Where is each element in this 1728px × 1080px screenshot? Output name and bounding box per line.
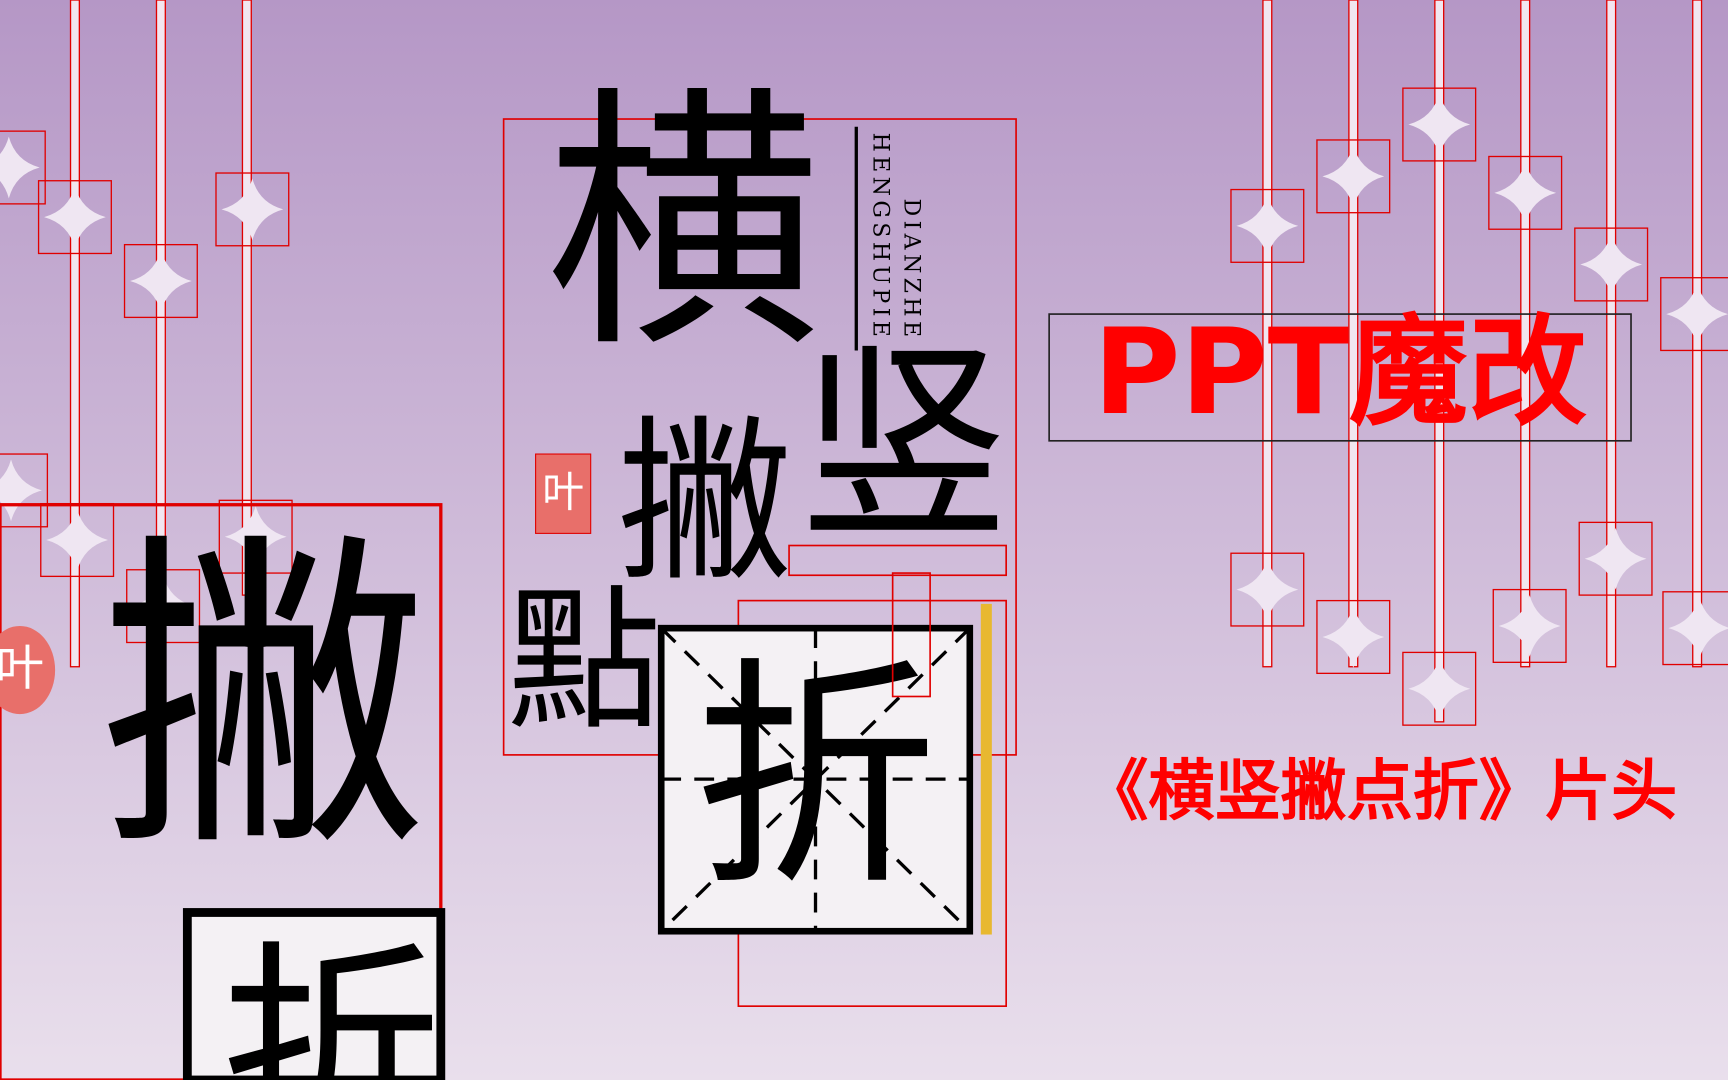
poster-char: 竖 [799,324,1008,567]
star [1322,606,1385,668]
star-frame [1230,188,1305,263]
star-frame [37,180,112,255]
star-frame [1578,521,1653,596]
subtitle: 《横竖撇点折》片头 [1082,753,1677,830]
star-frame [1316,599,1391,675]
title-frame [1048,313,1632,442]
poster-char: 撇 [617,400,793,606]
star [1236,558,1299,621]
star [1408,93,1471,156]
gold-bar [980,603,992,935]
poster-char: 折 [694,638,936,920]
star [1498,595,1561,657]
pinyin: DIANZHE [898,198,923,341]
star [130,250,192,312]
title: PPT魔改 [1093,304,1587,442]
hanging-string [1434,0,1445,723]
poster-char: 點 [507,572,661,751]
star [1668,597,1728,660]
poster-char: 横 [546,63,822,384]
preview-box [182,908,446,1080]
box-guides [660,626,971,933]
seal-bg [535,453,592,534]
star-frame [0,130,46,205]
star-frame [218,499,293,574]
frame [788,544,1007,577]
star-frame [1402,87,1477,162]
hanging-string [1262,0,1273,668]
star [46,509,108,571]
star-frame [1316,139,1391,214]
decorations [0,0,1728,726]
star [221,178,284,241]
star-frame [126,569,201,644]
star-frame [1488,155,1563,230]
preview-char: 撇 [99,506,430,891]
star-frame [1574,227,1649,302]
hanging-string [1520,0,1531,668]
star-frame [1662,591,1728,666]
seal: 叶 [542,467,584,516]
hanging-string [69,0,81,668]
preview-frame [0,503,443,1080]
star [132,575,194,637]
star-frame [1660,277,1728,352]
pinyin: HENGSHUPIE [867,133,892,342]
preview-seal: 叶 [0,641,44,697]
star-frame [123,243,198,319]
star [0,136,40,199]
star-frame [215,172,290,247]
hanging-string [1606,0,1617,668]
hanging-string [155,0,166,668]
star-frame [0,453,49,528]
star [1322,145,1385,208]
frame [891,572,931,698]
preview-seal-bg [0,625,56,715]
star [1408,657,1471,720]
star [44,186,106,248]
star-frame [1492,588,1567,663]
star [1584,527,1647,590]
star [1236,195,1299,257]
star [1666,283,1728,345]
star-frame [1230,552,1305,627]
star [1494,162,1557,224]
hanging-string [241,0,252,596]
star [224,505,287,568]
star-frame [1402,651,1477,726]
star [1580,233,1643,296]
preview-char: 折 [220,921,440,1080]
